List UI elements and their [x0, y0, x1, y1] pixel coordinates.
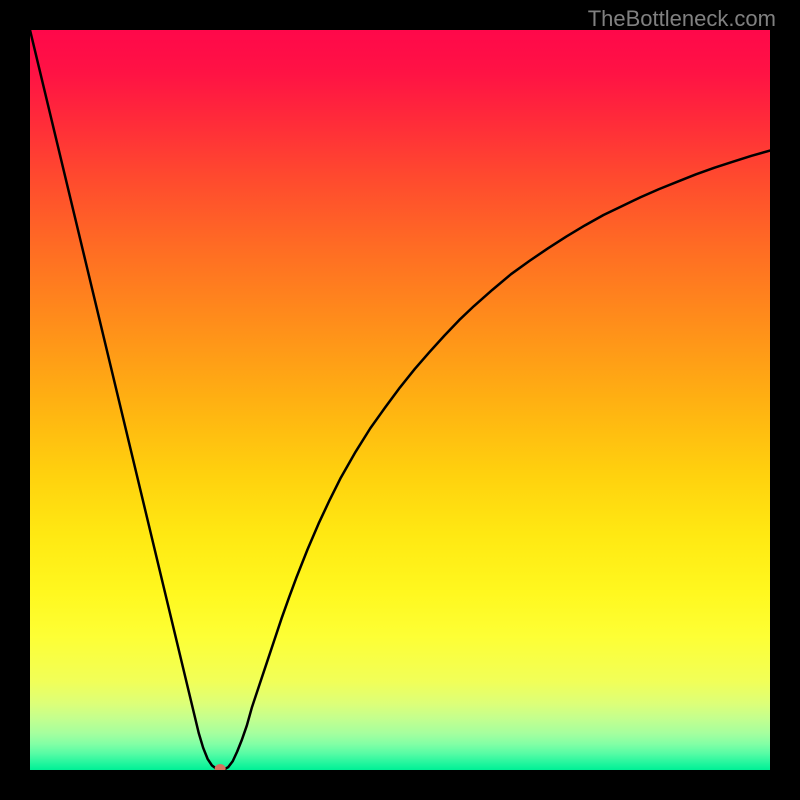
watermark-text: TheBottleneck.com: [588, 6, 776, 32]
gradient-background: [30, 30, 770, 770]
chart-container: TheBottleneck.com: [0, 0, 800, 800]
bottleneck-curve-chart: [30, 30, 770, 770]
